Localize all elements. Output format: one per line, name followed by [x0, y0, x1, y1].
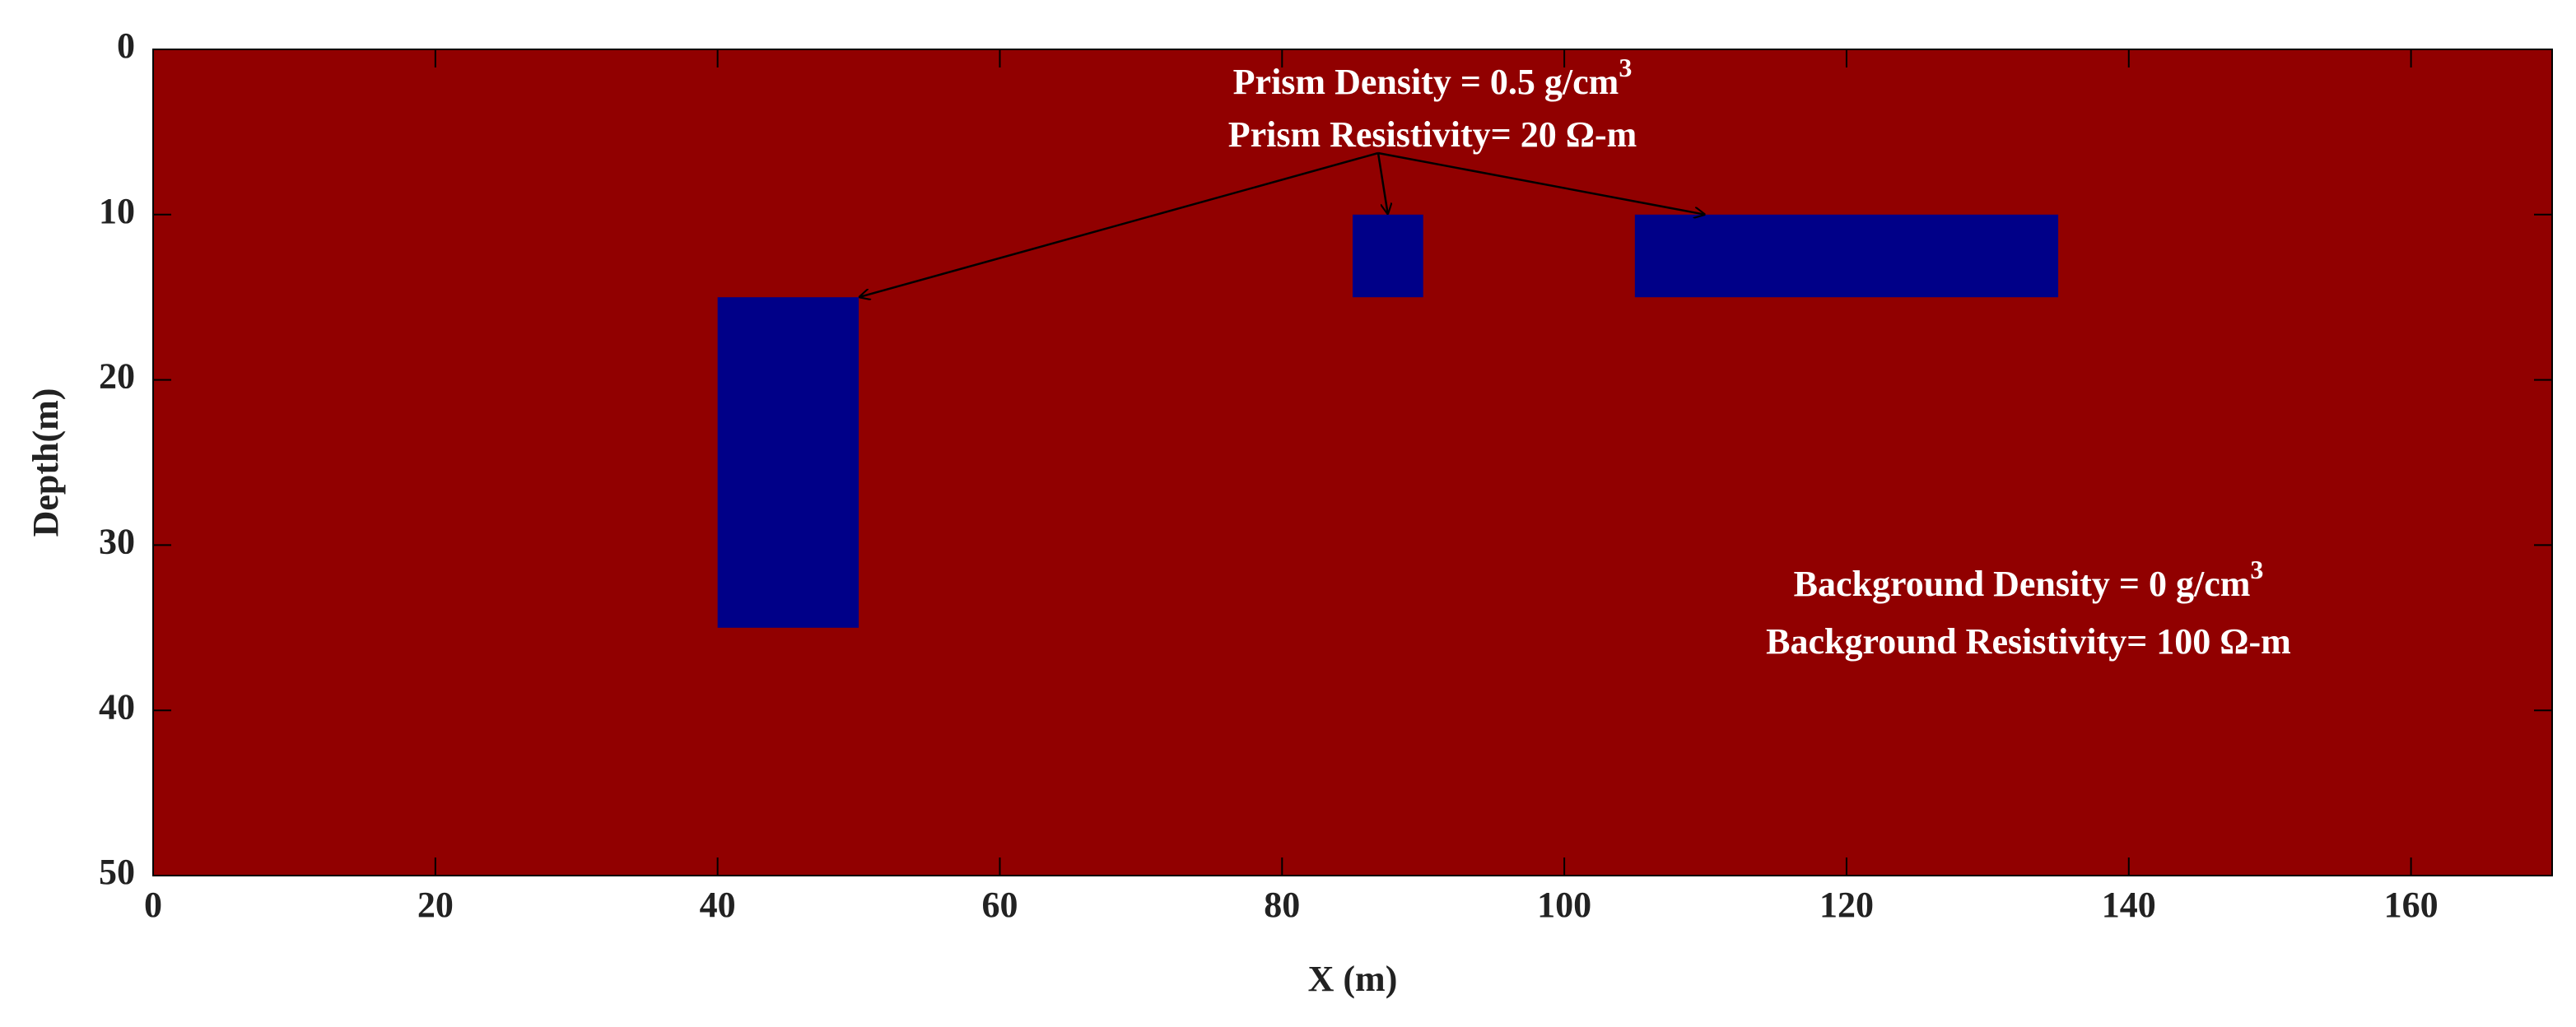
- y-tick-label: 50: [99, 852, 135, 892]
- x-tick-label: 20: [417, 885, 454, 925]
- prism: [717, 297, 859, 628]
- x-tick-label: 120: [1819, 885, 1874, 925]
- arrow: [859, 151, 1379, 297]
- y-tick-label: 10: [99, 191, 135, 231]
- annotation-text: Prism Density = 0.5 g/cm: [1233, 62, 1619, 102]
- y-tick-label: 20: [99, 356, 135, 397]
- y-axis-label: Depth(m): [26, 388, 66, 537]
- x-tick-label: 60: [981, 885, 1018, 925]
- y-tick-label: 0: [117, 26, 135, 66]
- annotation-superscript: 3: [1619, 53, 1632, 82]
- annotation: Prism Density = 0.5 g/cm3: [1233, 53, 1633, 102]
- annotation-text: Background Resistivity= 100 Ω-m: [1766, 621, 2291, 662]
- x-tick-label: 100: [1537, 885, 1591, 925]
- annotation: Background Density = 0 g/cm3: [1794, 555, 2264, 604]
- x-axis-label: X (m): [1308, 959, 1398, 999]
- background: [153, 49, 2552, 876]
- plot-frame: [152, 49, 2553, 876]
- x-tick-label: 0: [144, 885, 162, 925]
- x-tick-label: 80: [1264, 885, 1300, 925]
- annotation: Prism Resistivity= 20 Ω-m: [1228, 114, 1637, 155]
- annotation: Background Resistivity= 100 Ω-m: [1766, 621, 2291, 662]
- annotation-text: Background Density = 0 g/cm: [1794, 564, 2251, 604]
- arrow: [1377, 152, 1388, 215]
- x-tick-label: 160: [2384, 885, 2439, 925]
- annotation-text: Prism Resistivity= 20 Ω-m: [1228, 114, 1637, 155]
- prism: [1634, 214, 2059, 298]
- y-tick-label: 30: [99, 521, 135, 561]
- x-tick-label: 40: [700, 885, 736, 925]
- x-tick-label: 140: [2102, 885, 2156, 925]
- arrow: [1377, 151, 1706, 215]
- prism: [1353, 214, 1423, 298]
- annotation-superscript: 3: [2250, 555, 2263, 584]
- y-tick-label: 40: [99, 686, 135, 727]
